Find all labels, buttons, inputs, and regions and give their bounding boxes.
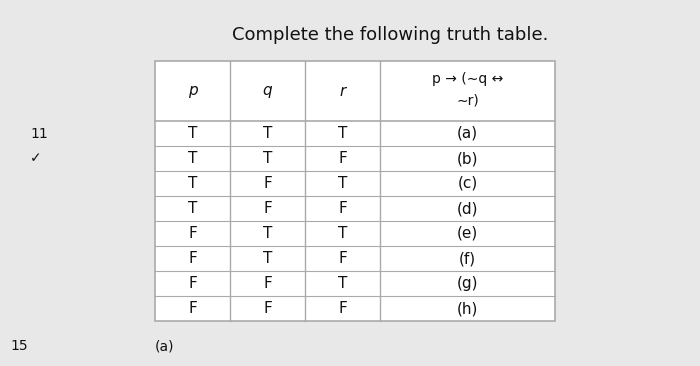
Text: F: F xyxy=(188,301,197,316)
Text: T: T xyxy=(262,251,272,266)
Text: T: T xyxy=(188,126,197,141)
Text: T: T xyxy=(188,176,197,191)
Text: T: T xyxy=(338,176,347,191)
Text: ∼r): ∼r) xyxy=(456,94,479,108)
Text: F: F xyxy=(263,176,272,191)
Text: (b): (b) xyxy=(456,151,478,166)
Text: F: F xyxy=(188,251,197,266)
Text: 11: 11 xyxy=(30,127,48,141)
Text: (f): (f) xyxy=(459,251,476,266)
Text: T: T xyxy=(188,151,197,166)
Text: (e): (e) xyxy=(457,226,478,241)
Text: F: F xyxy=(263,276,272,291)
Text: F: F xyxy=(188,276,197,291)
Bar xyxy=(155,61,555,321)
Text: p: p xyxy=(188,83,197,98)
Text: T: T xyxy=(262,126,272,141)
Text: F: F xyxy=(263,301,272,316)
Text: (c): (c) xyxy=(457,176,477,191)
Text: F: F xyxy=(338,151,347,166)
Text: ✓: ✓ xyxy=(30,152,41,165)
Text: F: F xyxy=(263,201,272,216)
Bar xyxy=(155,61,555,321)
Text: F: F xyxy=(338,251,347,266)
Text: F: F xyxy=(188,226,197,241)
Text: T: T xyxy=(262,226,272,241)
Text: T: T xyxy=(188,201,197,216)
Text: (a): (a) xyxy=(457,126,478,141)
Text: T: T xyxy=(262,151,272,166)
Text: Complete the following truth table.: Complete the following truth table. xyxy=(232,26,548,44)
Text: p → (∼q ↔: p → (∼q ↔ xyxy=(432,72,503,86)
Text: T: T xyxy=(338,276,347,291)
Text: F: F xyxy=(338,201,347,216)
Text: (d): (d) xyxy=(456,201,478,216)
Text: T: T xyxy=(338,126,347,141)
Text: F: F xyxy=(338,301,347,316)
Text: 15: 15 xyxy=(10,339,27,353)
Text: (h): (h) xyxy=(457,301,478,316)
Text: r: r xyxy=(340,83,346,98)
Text: T: T xyxy=(338,226,347,241)
Text: (a): (a) xyxy=(155,339,174,353)
Text: (g): (g) xyxy=(456,276,478,291)
Text: q: q xyxy=(262,83,272,98)
